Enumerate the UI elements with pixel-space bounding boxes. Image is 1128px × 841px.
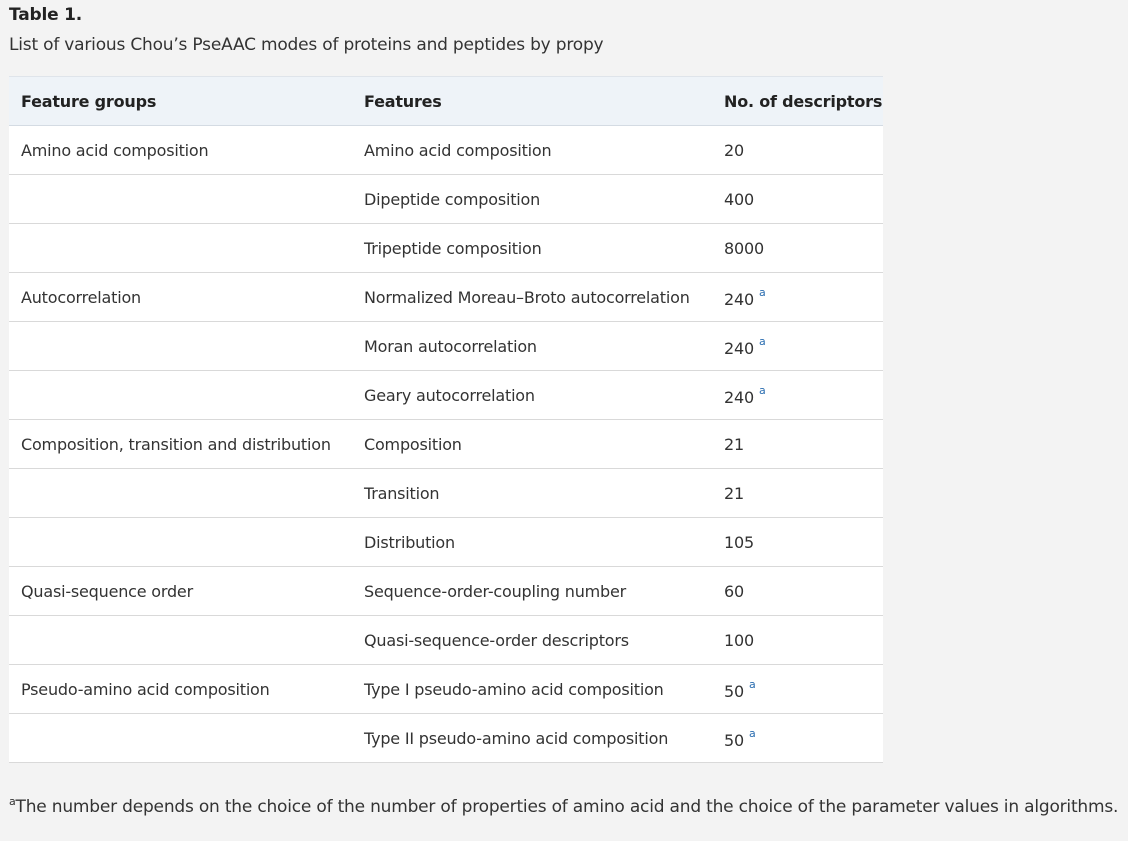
header-feature-groups: Feature groups: [9, 76, 352, 126]
feature-group-cell: Autocorrelation: [9, 272, 352, 322]
feature-cell: Sequence-order-coupling number: [352, 566, 712, 616]
descriptor-count-cell: 240 a: [712, 321, 883, 371]
table-row: Pseudo-amino acid composition Type I pse…: [9, 664, 883, 714]
feature-cell: Transition: [352, 468, 712, 518]
table-caption: List of various Chou’s PseAAC modes of p…: [9, 35, 604, 55]
feature-group-cell: [9, 223, 352, 273]
footnote-link[interactable]: a: [758, 334, 766, 348]
feature-group-cell: Quasi-sequence order: [9, 566, 352, 616]
table-row: Amino acid composition Amino acid compos…: [9, 125, 883, 175]
descriptor-count-cell: 240 a: [712, 272, 883, 322]
feature-cell: Composition: [352, 419, 712, 469]
descriptor-count-cell: 105: [712, 517, 883, 567]
descriptor-count-cell: 50 a: [712, 713, 883, 763]
table-label: Table 1.: [9, 5, 83, 25]
descriptor-count-cell: 20: [712, 125, 883, 175]
feature-group-cell: [9, 468, 352, 518]
count-value: 400: [724, 189, 754, 209]
feature-group-cell: [9, 615, 352, 665]
table-row: Moran autocorrelation 240 a: [9, 321, 883, 371]
footnote-link[interactable]: a: [748, 677, 756, 691]
feature-cell: Type II pseudo-amino acid composition: [352, 713, 712, 763]
descriptor-count-cell: 60: [712, 566, 883, 616]
table-row: Composition, transition and distribution…: [9, 419, 883, 469]
feature-group-cell: [9, 713, 352, 763]
table-row: Dipeptide composition 400: [9, 174, 883, 224]
table-row: Quasi-sequence-order descriptors 100: [9, 615, 883, 665]
count-value: 240: [724, 338, 754, 358]
footnote-marker: a: [9, 795, 16, 808]
table-footnote: aThe number depends on the choice of the…: [9, 795, 1118, 817]
descriptor-count-cell: 50 a: [712, 664, 883, 714]
table-header-row: Feature groups Features No. of descripto…: [9, 76, 883, 126]
feature-group-cell: [9, 174, 352, 224]
table-row: Transition 21: [9, 468, 883, 518]
feature-group-cell: Composition, transition and distribution: [9, 419, 352, 469]
feature-cell: Tripeptide composition: [352, 223, 712, 273]
count-value: 240: [724, 387, 754, 407]
header-descriptor-count: No. of descriptors: [712, 76, 883, 126]
header-features: Features: [352, 76, 712, 126]
feature-cell: Distribution: [352, 517, 712, 567]
feature-cell: Geary autocorrelation: [352, 370, 712, 420]
table-row: Type II pseudo-amino acid composition 50…: [9, 713, 883, 763]
feature-group-cell: [9, 517, 352, 567]
feature-group-cell: Pseudo-amino acid composition: [9, 664, 352, 714]
feature-cell: Normalized Moreau–Broto autocorrelation: [352, 272, 712, 322]
table-row: Distribution 105: [9, 517, 883, 567]
count-value: 50: [724, 730, 744, 750]
feature-group-cell: Amino acid composition: [9, 125, 352, 175]
feature-group-cell: [9, 370, 352, 420]
feature-cell: Moran autocorrelation: [352, 321, 712, 371]
count-value: 100: [724, 630, 754, 650]
table-row: Quasi-sequence order Sequence-order-coup…: [9, 566, 883, 616]
footnote-link[interactable]: a: [748, 726, 756, 740]
count-value: 240: [724, 289, 754, 309]
descriptor-table: Feature groups Features No. of descripto…: [9, 76, 883, 763]
feature-group-cell: [9, 321, 352, 371]
count-value: 8000: [724, 238, 764, 258]
footnote-link[interactable]: a: [758, 285, 766, 299]
descriptor-count-cell: 100: [712, 615, 883, 665]
descriptor-count-cell: 8000: [712, 223, 883, 273]
descriptor-count-cell: 240 a: [712, 370, 883, 420]
descriptor-count-cell: 400: [712, 174, 883, 224]
footnote-text: The number depends on the choice of the …: [15, 797, 1119, 817]
descriptor-count-cell: 21: [712, 468, 883, 518]
table-row: Geary autocorrelation 240 a: [9, 370, 883, 420]
table-row: Autocorrelation Normalized Moreau–Broto …: [9, 272, 883, 322]
footnote-link[interactable]: a: [758, 383, 766, 397]
feature-cell: Dipeptide composition: [352, 174, 712, 224]
count-value: 60: [724, 581, 744, 601]
count-value: 105: [724, 532, 754, 552]
feature-cell: Type I pseudo-amino acid composition: [352, 664, 712, 714]
count-value: 50: [724, 681, 744, 701]
count-value: 21: [724, 434, 744, 454]
table-container: Feature groups Features No. of descripto…: [9, 76, 883, 763]
descriptor-count-cell: 21: [712, 419, 883, 469]
feature-cell: Quasi-sequence-order descriptors: [352, 615, 712, 665]
count-value: 20: [724, 140, 744, 160]
feature-cell: Amino acid composition: [352, 125, 712, 175]
table-row: Tripeptide composition 8000: [9, 223, 883, 273]
count-value: 21: [724, 483, 744, 503]
